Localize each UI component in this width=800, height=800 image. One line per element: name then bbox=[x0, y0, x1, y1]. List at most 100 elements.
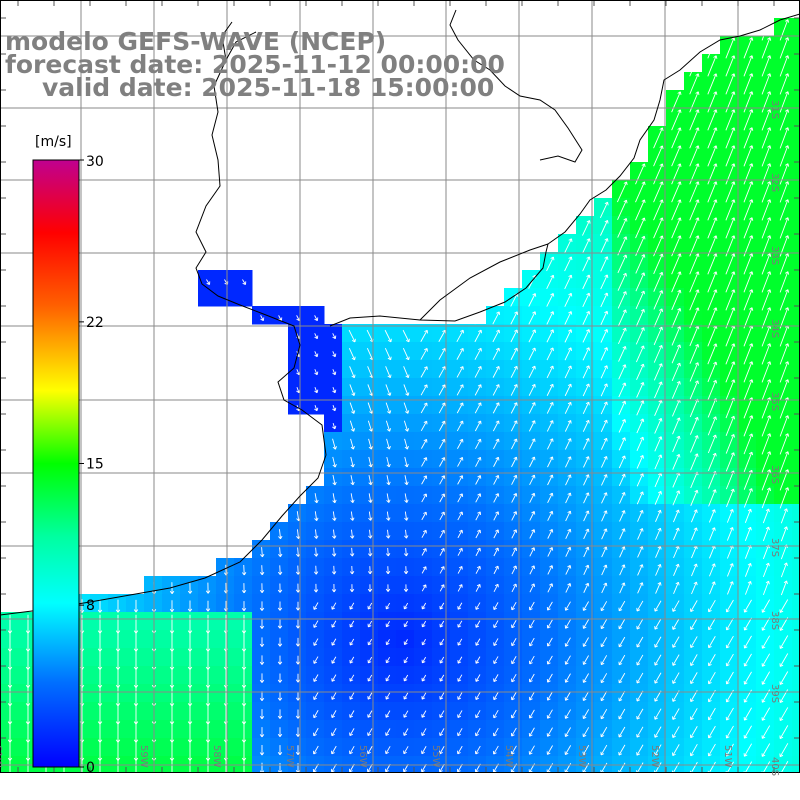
wind-arrow bbox=[636, 636, 644, 648]
wind-arrow bbox=[779, 307, 790, 329]
wind-speed-field bbox=[0, 18, 800, 773]
wind-arrow bbox=[260, 547, 265, 558]
wind-arrow bbox=[780, 562, 788, 578]
wind-arrow bbox=[673, 509, 680, 523]
wind-arrow bbox=[385, 620, 390, 628]
wind-arrow bbox=[653, 199, 664, 221]
wind-arrow bbox=[779, 289, 790, 311]
wind-arrow bbox=[259, 619, 265, 629]
wind-arrow bbox=[349, 402, 356, 414]
wind-arrow bbox=[475, 620, 481, 628]
wind-arrow bbox=[600, 274, 609, 290]
wind-arrow bbox=[493, 583, 499, 592]
wind-arrow bbox=[600, 655, 608, 666]
wind-arrow bbox=[457, 475, 464, 485]
wind-arrow bbox=[348, 329, 356, 343]
wind-arrow bbox=[457, 620, 463, 628]
wind-arrow bbox=[385, 656, 391, 664]
lon-label: 54W bbox=[503, 745, 514, 768]
wind-arrow bbox=[475, 602, 481, 610]
wind-arrow bbox=[259, 565, 265, 576]
wind-arrow bbox=[709, 581, 716, 595]
wind-arrow bbox=[671, 344, 681, 364]
wind-arrow bbox=[385, 602, 391, 610]
wind-arrow bbox=[761, 91, 772, 113]
wind-arrow bbox=[386, 438, 391, 450]
wind-arrow bbox=[187, 600, 193, 612]
wind-arrow bbox=[582, 601, 589, 611]
wind-arrow bbox=[689, 416, 699, 435]
wind-arrow bbox=[439, 674, 445, 682]
wind-arrow bbox=[762, 526, 770, 542]
wind-arrow bbox=[241, 601, 247, 612]
wind-arrow bbox=[529, 492, 536, 503]
wind-arrow bbox=[618, 419, 627, 433]
wind-arrow bbox=[779, 199, 790, 221]
wind-arrow bbox=[259, 691, 265, 701]
wind-arrow bbox=[601, 582, 608, 594]
wind-arrow bbox=[349, 547, 355, 557]
wind-arrow bbox=[475, 438, 482, 450]
wind-arrow bbox=[385, 366, 392, 379]
wind-arrow bbox=[779, 415, 790, 437]
wind-arrow bbox=[761, 73, 772, 95]
wind-arrow bbox=[690, 672, 698, 685]
wind-arrow bbox=[421, 438, 428, 449]
wind-arrow bbox=[779, 19, 790, 41]
wind-arrow bbox=[546, 365, 554, 379]
wind-arrow bbox=[529, 637, 535, 647]
wind-arrow bbox=[762, 580, 770, 596]
wind-arrow bbox=[725, 343, 736, 365]
wind-arrow bbox=[475, 656, 481, 664]
wind-arrow bbox=[779, 127, 790, 149]
wind-arrow bbox=[689, 307, 700, 329]
wind-arrow bbox=[564, 619, 571, 629]
wind-arrow bbox=[385, 384, 392, 396]
wind-arrow bbox=[689, 199, 700, 221]
wind-arrow bbox=[707, 109, 718, 131]
wind-arrow bbox=[529, 474, 536, 486]
wind-arrow bbox=[689, 726, 698, 739]
wind-arrow bbox=[27, 757, 29, 773]
wind-arrow bbox=[618, 382, 627, 398]
wind-arrow bbox=[439, 602, 445, 610]
wind-arrow bbox=[439, 692, 445, 700]
wind-arrow bbox=[761, 599, 771, 613]
wind-arrow bbox=[743, 707, 752, 721]
wind-arrow bbox=[636, 654, 644, 666]
wind-arrow bbox=[349, 366, 356, 379]
wind-arrow bbox=[421, 620, 427, 628]
wind-arrow bbox=[743, 217, 754, 239]
wind-arrow bbox=[564, 745, 572, 756]
wind-arrow bbox=[420, 384, 428, 396]
wind-arrow bbox=[654, 672, 662, 684]
wind-arrow bbox=[673, 581, 680, 594]
wind-arrow bbox=[653, 363, 663, 381]
wind-arrow bbox=[331, 565, 337, 575]
lon-label: 52W bbox=[649, 745, 660, 768]
wind-arrow bbox=[743, 271, 754, 293]
wind-arrow bbox=[457, 638, 463, 646]
wind-arrow bbox=[583, 564, 590, 576]
wind-arrow bbox=[313, 565, 319, 575]
wind-arrow bbox=[743, 181, 754, 203]
wind-arrow bbox=[528, 347, 536, 361]
wind-arrow bbox=[761, 415, 772, 437]
wind-arrow bbox=[725, 617, 734, 631]
wind-arrow bbox=[331, 710, 337, 718]
wind-arrow bbox=[691, 563, 698, 577]
wind-arrow bbox=[475, 529, 481, 539]
wind-arrow bbox=[601, 492, 608, 504]
wind-arrow bbox=[707, 91, 718, 113]
lat-label: 34S bbox=[769, 319, 780, 338]
wind-arrow bbox=[600, 310, 609, 325]
wind-arrow bbox=[582, 673, 589, 683]
wind-arrow bbox=[743, 307, 754, 329]
wind-arrow bbox=[653, 217, 664, 239]
wind-arrow bbox=[672, 744, 680, 757]
colorbar-tick-label: 0 bbox=[86, 760, 95, 776]
wind-arrow bbox=[779, 163, 790, 185]
wind-arrow bbox=[546, 673, 553, 683]
wind-arrow bbox=[709, 563, 716, 577]
wind-arrow bbox=[672, 654, 680, 666]
